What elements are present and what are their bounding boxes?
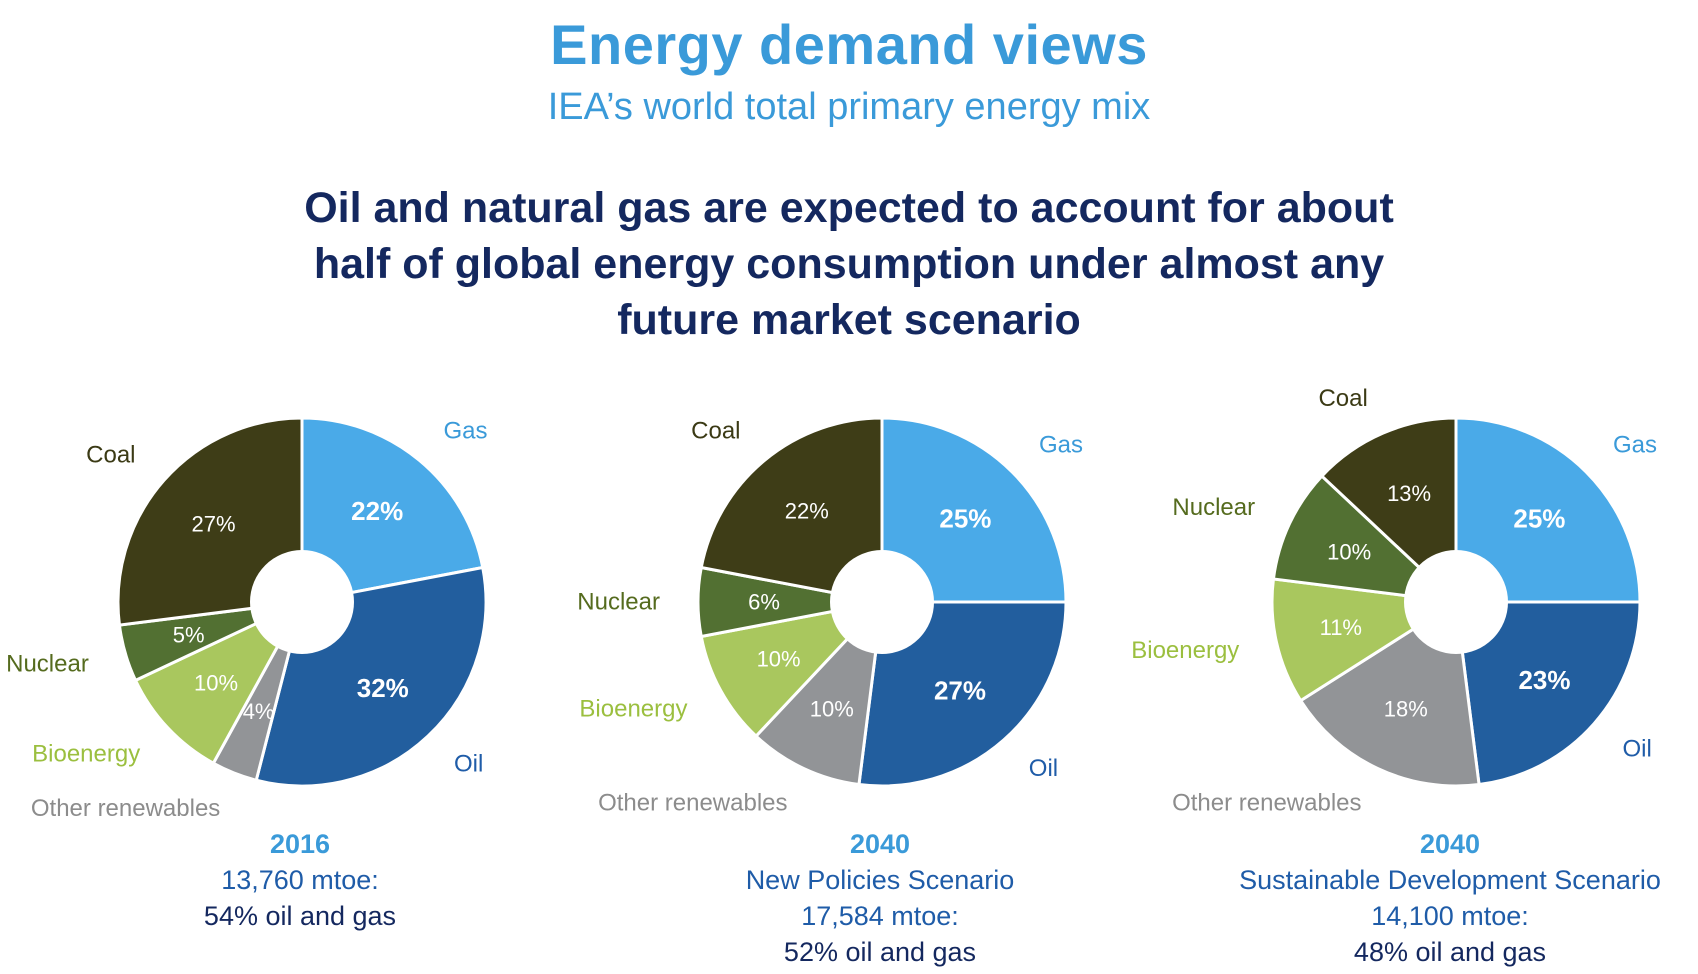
donut-chart-2016: 22% Gas 32% Oil 4% Other renewables 10% Bioener… xyxy=(6,402,512,822)
page-subtitle: IEA’s world total primary energy mix xyxy=(547,86,1151,128)
headline: Oil and natural gas are expected to acco… xyxy=(149,180,1549,348)
slice-value-other-renewables: 18% xyxy=(1384,696,1428,721)
slice-oil xyxy=(1454,600,1642,787)
caption-share: 52% oil and gas xyxy=(783,937,977,967)
slice-oil xyxy=(857,600,1068,788)
slice-value-nuclear: 10% xyxy=(1327,539,1371,564)
donut-hole xyxy=(830,550,934,654)
caption-2016: 2016 13,760 mtoe: 54% oil and gas xyxy=(150,826,450,934)
slice-coal xyxy=(1319,416,1458,606)
slice-label-other-renewables: Other renewables xyxy=(1172,789,1361,816)
slice-bioenergy xyxy=(699,599,887,739)
slice-value-oil: 23% xyxy=(1518,665,1570,695)
caption-year: 2040 xyxy=(849,829,911,859)
slice-value-coal: 13% xyxy=(1387,481,1431,506)
slice-coal xyxy=(116,416,304,627)
donut-hole xyxy=(1404,550,1508,654)
slice-label-nuclear: Nuclear xyxy=(6,650,89,677)
slice-label-oil: Oil xyxy=(454,750,483,777)
slice-value-bioenergy: 10% xyxy=(757,646,801,671)
caption-total: 17,584 mtoe: xyxy=(801,901,959,931)
slice-label-coal: Coal xyxy=(86,442,135,469)
slice-label-oil: Oil xyxy=(1029,755,1058,782)
slice-label-coal: Coal xyxy=(691,417,740,444)
slice-label-other-renewables: Other renewables xyxy=(31,795,220,822)
slice-value-other-renewables: 10% xyxy=(810,696,854,721)
donut-chart-2040-sds-svg: 25% Gas 23% Oil 18% Other renewables 11% Bioene… xyxy=(1131,385,1657,817)
caption-year: 2040 xyxy=(1419,829,1481,859)
slice-label-bioenergy: Bioenergy xyxy=(579,695,687,722)
page-title: Energy demand views xyxy=(550,13,1148,76)
caption-share: 54% oil and gas xyxy=(203,901,397,931)
slice-bioenergy xyxy=(133,598,306,766)
headline-line-1: Oil and natural gas are expected to acco… xyxy=(304,184,1394,232)
caption-scenario: New Policies Scenario xyxy=(745,865,1015,895)
slice-label-oil: Oil xyxy=(1623,735,1652,762)
slice-coal xyxy=(699,416,884,604)
caption-share: 48% oil and gas xyxy=(1353,937,1547,967)
donut-hole xyxy=(250,550,354,654)
slice-value-gas: 25% xyxy=(1513,504,1565,534)
slice-value-gas: 22% xyxy=(351,496,403,526)
donut-chart-2040-nps-svg: 25% Gas 27% Oil 10% Other renewables 10% Bioene… xyxy=(577,416,1083,816)
caption-2040-nps: 2040 New Policies Scenario 17,584 mtoe: … xyxy=(685,826,1075,970)
headline-line-2: half of global energy consumption under … xyxy=(313,240,1385,288)
slice-label-other-renewables: Other renewables xyxy=(598,789,787,816)
caption-2040-sds: 2040 Sustainable Development Scenario 14… xyxy=(1210,826,1690,970)
headline-line-3: future market scenario xyxy=(617,296,1081,344)
caption-scenario: Sustainable Development Scenario xyxy=(1239,865,1661,895)
slice-value-oil: 27% xyxy=(934,676,986,706)
donut-chart-2016-svg: 22% Gas 32% Oil 4% Other renewables 10% Bioener… xyxy=(6,416,488,822)
donut-chart-2040-nps: 25% Gas 27% Oil 10% Other renewables 10% Bioene… xyxy=(577,402,1092,816)
slice-value-gas: 25% xyxy=(939,504,991,534)
slice-gas xyxy=(300,416,485,604)
caption-total: 13,760 mtoe: xyxy=(221,865,379,895)
slice-value-other-renewables: 4% xyxy=(243,699,275,724)
slice-value-oil: 32% xyxy=(357,673,409,703)
slice-label-coal: Coal xyxy=(1318,385,1367,412)
caption-year: 2016 xyxy=(269,829,331,859)
slice-value-coal: 22% xyxy=(785,499,829,524)
slice-value-nuclear: 5% xyxy=(173,622,205,647)
slice-label-gas: Gas xyxy=(1039,432,1083,459)
caption-total: 14,100 mtoe: xyxy=(1371,901,1529,931)
slice-other-renewables xyxy=(753,597,885,787)
slice-value-nuclear: 6% xyxy=(748,590,780,615)
slice-gas xyxy=(1454,416,1642,604)
slice-label-gas: Gas xyxy=(444,417,488,444)
donut-chart-2040-sds: 25% Gas 23% Oil 18% Other renewables 11% Bioene… xyxy=(1131,385,1666,817)
slice-gas xyxy=(880,416,1068,604)
slice-label-bioenergy: Bioenergy xyxy=(32,741,140,768)
slice-label-nuclear: Nuclear xyxy=(577,589,660,616)
slice-label-nuclear: Nuclear xyxy=(1172,494,1255,521)
slice-value-coal: 27% xyxy=(191,512,235,537)
slice-value-bioenergy: 11% xyxy=(1320,615,1362,640)
slice-nuclear xyxy=(1271,473,1461,605)
slice-label-gas: Gas xyxy=(1613,432,1657,459)
slice-value-bioenergy: 10% xyxy=(194,670,238,695)
slice-label-bioenergy: Bioenergy xyxy=(1131,637,1239,664)
